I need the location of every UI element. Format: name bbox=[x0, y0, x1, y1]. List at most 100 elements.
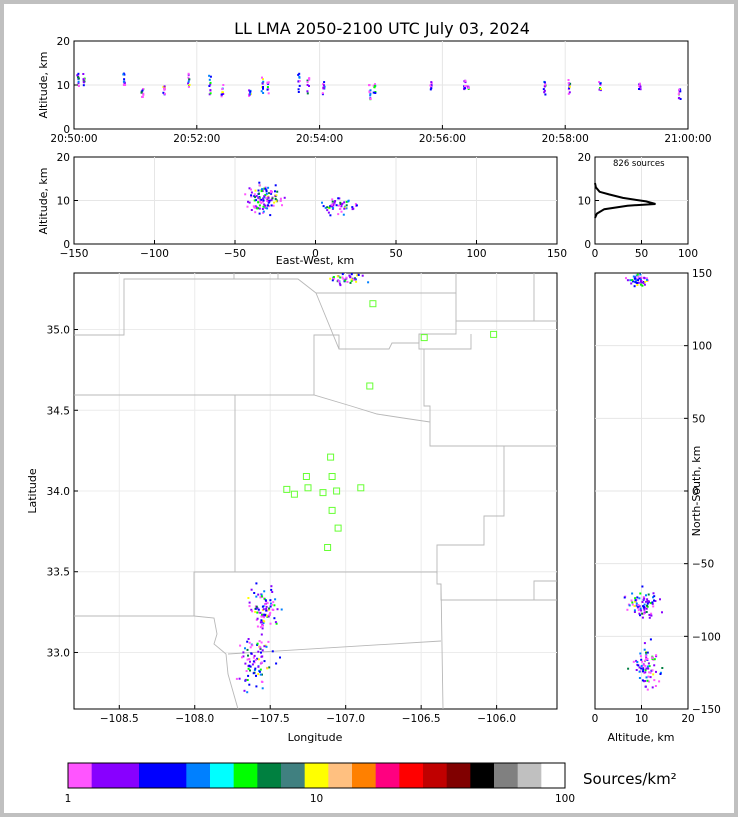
altitude-ns-point bbox=[647, 680, 650, 683]
time-altitude-point bbox=[568, 85, 571, 88]
ew-altitude-point bbox=[279, 197, 282, 200]
colorbar-cell bbox=[281, 763, 306, 788]
ew-altitude-point bbox=[262, 199, 265, 202]
lat-tick-label: 33.5 bbox=[47, 567, 70, 579]
time-altitude-point bbox=[321, 92, 324, 95]
source-point bbox=[261, 613, 263, 616]
colorbar-cell bbox=[210, 763, 235, 788]
source-point bbox=[268, 613, 271, 616]
source-point bbox=[266, 615, 269, 618]
altitude-ns-point bbox=[630, 599, 633, 602]
altitude-ns-point bbox=[644, 664, 647, 667]
altitude-ns-point bbox=[641, 601, 644, 603]
lma-station-marker bbox=[333, 487, 341, 495]
altitude-ns-point bbox=[641, 284, 644, 287]
ew-altitude-point bbox=[273, 201, 276, 204]
altitude-ns-point bbox=[631, 592, 634, 595]
ew-altitude-point bbox=[324, 206, 327, 209]
source-point bbox=[263, 620, 266, 623]
altitude-ns-point bbox=[631, 601, 634, 604]
source-point bbox=[253, 592, 256, 594]
altitude-ns-point bbox=[640, 278, 642, 281]
ew-altitude-point bbox=[264, 187, 267, 190]
time-altitude-point bbox=[373, 86, 376, 88]
source-point bbox=[333, 277, 335, 280]
altitude-ns-point bbox=[653, 599, 655, 602]
ew-altitude-point bbox=[333, 203, 336, 206]
ew-x-tick-label: 0 bbox=[312, 248, 319, 260]
ew-altitude-point bbox=[267, 196, 270, 199]
time-altitude-point bbox=[209, 92, 212, 95]
colorbar-cell bbox=[162, 763, 187, 788]
altitude-ns-point bbox=[643, 277, 646, 280]
altitude-ns-point bbox=[626, 279, 629, 282]
county-border bbox=[423, 349, 557, 447]
altitude-ns-point bbox=[635, 274, 638, 277]
ew-altitude-point bbox=[337, 204, 340, 207]
ew-altitude-point bbox=[258, 196, 261, 199]
county-border bbox=[74, 394, 431, 423]
colorbar-cell bbox=[375, 763, 400, 788]
altitude-ns-point bbox=[641, 616, 644, 619]
ew-altitude-point bbox=[354, 203, 357, 205]
ew-altitude-ylabel: Altitude, km bbox=[37, 167, 50, 234]
source-point bbox=[350, 279, 353, 282]
time-altitude-point bbox=[544, 93, 547, 96]
source-point bbox=[350, 278, 353, 281]
source-point bbox=[341, 276, 344, 279]
altitude-ns-point bbox=[635, 602, 638, 605]
altitude-ns-point bbox=[628, 604, 631, 607]
source-point bbox=[239, 644, 242, 647]
altitude-ns-point bbox=[641, 679, 644, 682]
altitude-ns-point bbox=[642, 596, 645, 599]
ew-altitude-point bbox=[337, 197, 340, 200]
county-border bbox=[313, 334, 340, 395]
source-point bbox=[345, 276, 348, 279]
time-altitude-point bbox=[262, 86, 264, 88]
time-y-tick-label: 0 bbox=[63, 124, 70, 136]
altitude-ns-point bbox=[636, 282, 639, 284]
sources-count-annotation: 826 sources bbox=[613, 159, 665, 169]
ew-altitude-point bbox=[274, 198, 277, 200]
altitude-ns-point bbox=[645, 607, 648, 610]
source-point bbox=[244, 647, 246, 650]
ew-altitude-point bbox=[333, 201, 336, 204]
time-altitude-point bbox=[598, 88, 601, 91]
lon-tick-label: −108.0 bbox=[175, 713, 214, 725]
time-altitude-point bbox=[261, 82, 264, 85]
colorbar-cell bbox=[139, 763, 164, 788]
altitude-ns-point bbox=[651, 656, 653, 659]
altitude-ns-point bbox=[661, 667, 664, 669]
time-altitude-point bbox=[679, 98, 682, 100]
time-altitude-point bbox=[308, 78, 311, 81]
time-altitude-point bbox=[124, 84, 127, 86]
altitude-ns-point bbox=[641, 660, 644, 663]
altitude-ns-point bbox=[636, 605, 639, 608]
altitude-ns-point bbox=[646, 277, 648, 280]
time-altitude-point bbox=[76, 74, 79, 77]
time-altitude-point bbox=[77, 82, 80, 85]
ew-altitude-point bbox=[258, 184, 261, 187]
source-point bbox=[259, 626, 262, 629]
time-altitude-point bbox=[261, 76, 263, 79]
source-point bbox=[274, 621, 277, 624]
county-border bbox=[315, 292, 457, 350]
ew-altitude-point bbox=[351, 206, 354, 209]
altitude-ns-point bbox=[647, 675, 650, 678]
altitude-ns-point bbox=[659, 671, 662, 674]
source-point bbox=[248, 601, 251, 604]
source-point bbox=[329, 277, 332, 280]
altitude-ns-point bbox=[643, 642, 646, 645]
time-altitude-point bbox=[429, 88, 432, 91]
time-altitude-point bbox=[82, 84, 85, 87]
source-point bbox=[269, 599, 272, 602]
altitude-ns-point bbox=[638, 605, 641, 608]
ew-altitude-point bbox=[250, 191, 253, 194]
ew-altitude-point bbox=[264, 194, 267, 196]
time-altitude-point bbox=[221, 88, 224, 91]
source-point bbox=[258, 670, 261, 673]
ns-y-tick-label: −50 bbox=[692, 559, 714, 571]
source-point bbox=[339, 276, 342, 279]
altitude-ns-point bbox=[646, 651, 649, 654]
altitude-ns-point bbox=[637, 609, 640, 612]
